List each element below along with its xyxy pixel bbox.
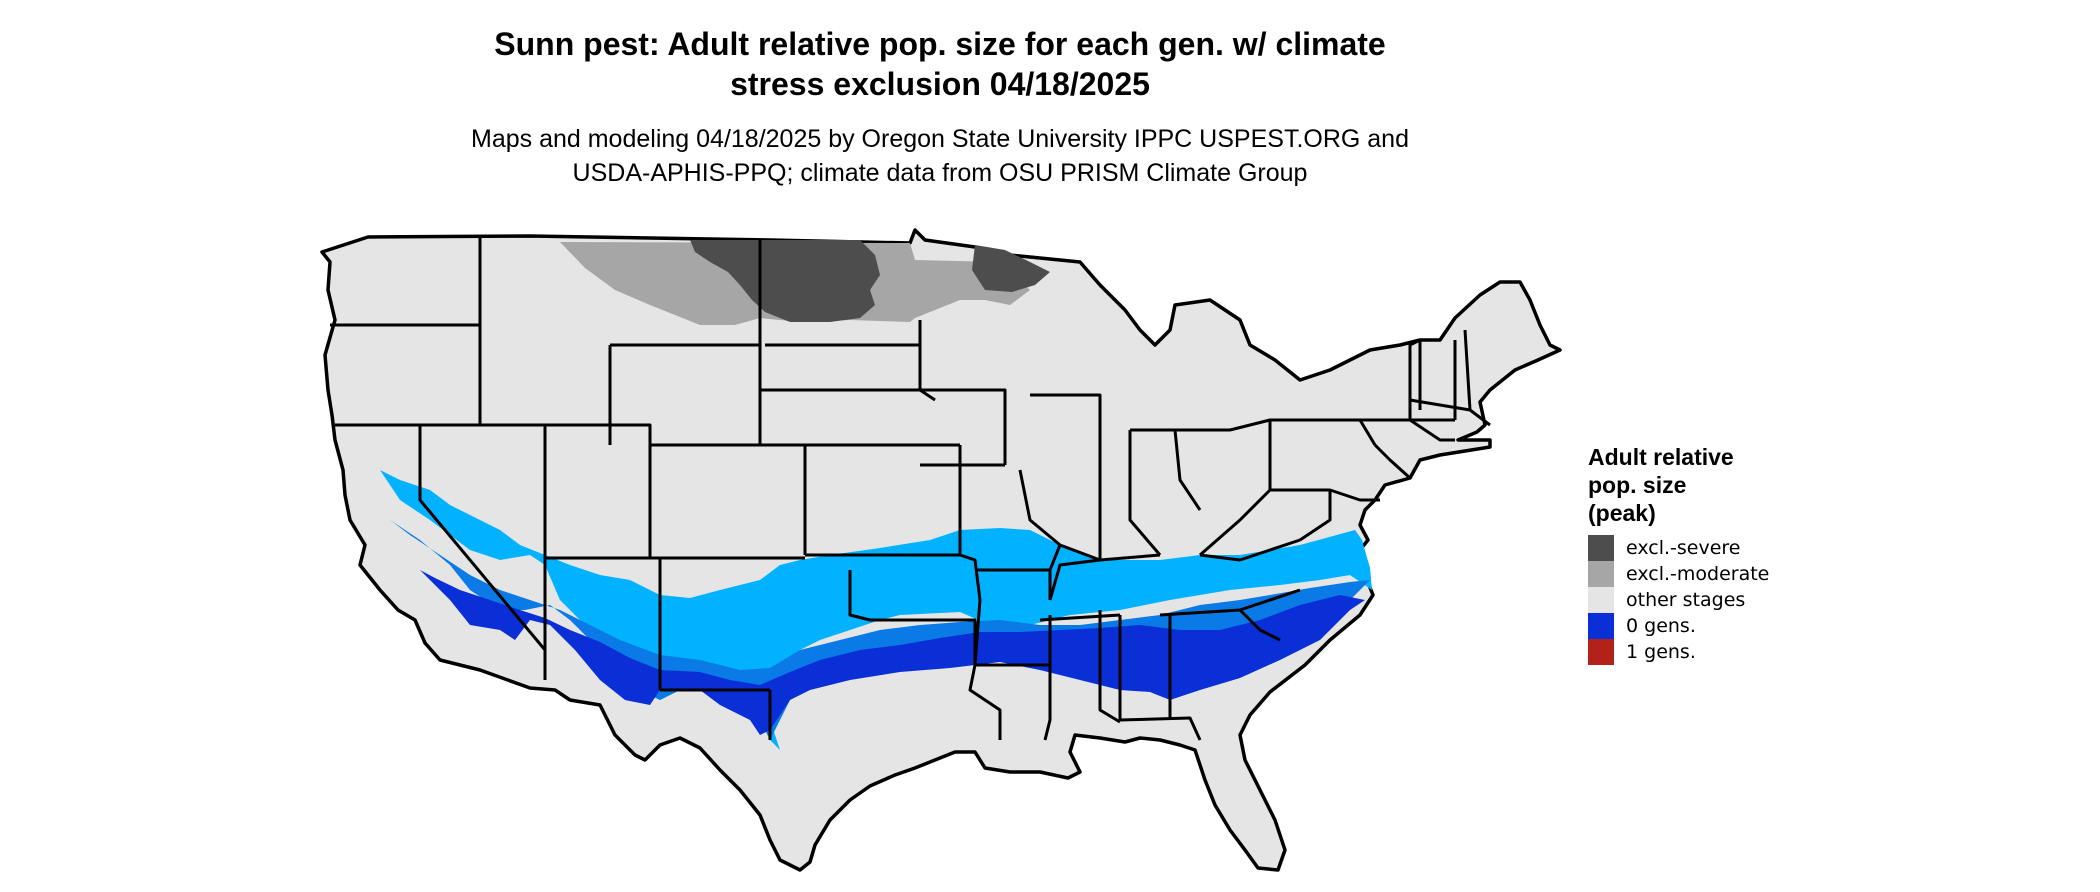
legend-item-1-gens: 1 gens.: [1588, 639, 1769, 665]
legend-swatch: [1588, 587, 1614, 613]
zone-excl-severe-minnesota: [972, 245, 1050, 292]
legend-label: 0 gens.: [1626, 615, 1696, 637]
map-subtitle-line1: Maps and modeling 04/18/2025 by Oregon S…: [471, 125, 1409, 153]
legend-label: excl.-severe: [1626, 537, 1741, 559]
zone-excl-severe-dakota: [690, 240, 880, 322]
legend-item-other-stages: other stages: [1588, 587, 1769, 613]
legend-label: other stages: [1626, 589, 1746, 611]
legend-title-line1: Adult relative: [1588, 444, 1734, 470]
legend-item-excl-severe: excl.-severe: [1588, 535, 1769, 561]
map-legend: Adult relative pop. size (peak) excl.-se…: [1588, 443, 1769, 665]
legend-item-0-gens: 0 gens.: [1588, 613, 1769, 639]
map-subtitle: Maps and modeling 04/18/2025 by Oregon S…: [0, 122, 1880, 190]
legend-label: excl.-moderate: [1626, 563, 1770, 585]
zone-dark-blue: [420, 570, 1365, 735]
legend-title: Adult relative pop. size (peak): [1588, 443, 1769, 527]
legend-label: 1 gens.: [1626, 641, 1696, 663]
map-title-line2: stress exclusion 04/18/2025: [730, 66, 1150, 102]
legend-title-line3: (peak): [1588, 500, 1656, 526]
legend-swatch: [1588, 613, 1614, 639]
legend-swatch: [1588, 639, 1614, 665]
map-subtitle-line2: USDA-APHIS-PPQ; climate data from OSU PR…: [572, 159, 1308, 187]
legend-swatch: [1588, 561, 1614, 587]
map-title-line1: Sunn pest: Adult relative pop. size for …: [494, 26, 1386, 62]
state-boundaries: [330, 237, 1491, 741]
legend-item-excl-moderate: excl.-moderate: [1588, 561, 1769, 587]
zone-light-blue: [368, 455, 1372, 750]
map-title: Sunn pest: Adult relative pop. size for …: [0, 24, 1880, 104]
legend-swatch: [1588, 535, 1614, 561]
legend-title-line2: pop. size: [1588, 472, 1687, 498]
